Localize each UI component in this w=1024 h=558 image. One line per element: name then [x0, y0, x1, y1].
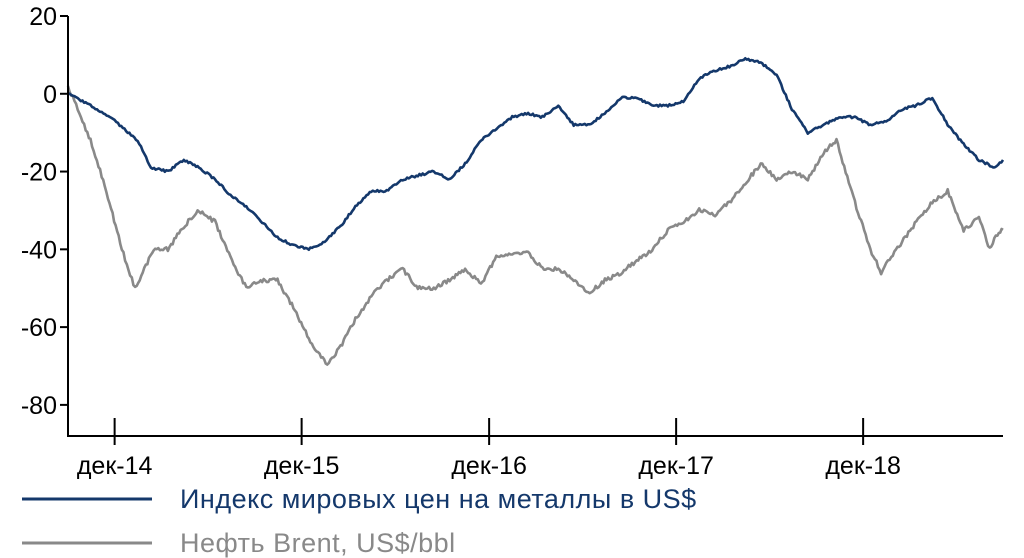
- y-tick-label: -40: [21, 236, 57, 264]
- y-tick-label: -20: [21, 159, 57, 187]
- x-tick-label: дек-17: [638, 452, 714, 480]
- legend-label-metals: Индекс мировых цен на металлы в US$: [180, 484, 697, 514]
- axes-layer: [67, 16, 1003, 437]
- legend-label-brent: Нефть Brent, US$/bbl: [180, 528, 456, 558]
- x-tick-label: дек-16: [451, 452, 527, 480]
- x-tick-label: дек-15: [264, 452, 340, 480]
- y-tick-label: -80: [21, 392, 57, 420]
- x-tick-label: дек-18: [825, 452, 901, 480]
- y-tick-label: 0: [43, 81, 57, 109]
- series-line-metals: [67, 57, 1005, 251]
- series-layer: [66, 57, 1005, 366]
- x-tick-label: дек-14: [77, 452, 153, 480]
- y-tick-label: 20: [29, 3, 57, 31]
- y-ticks: 20 0 -20 -40 -60 -80: [21, 3, 68, 420]
- legend: Индекс мировых цен на металлы в US$ Нефт…: [22, 484, 697, 558]
- y-tick-label: -60: [21, 314, 57, 342]
- series-line-brent: [66, 85, 1004, 366]
- x-ticks: дек-14 дек-15 дек-16 дек-17 дек-18: [77, 418, 901, 480]
